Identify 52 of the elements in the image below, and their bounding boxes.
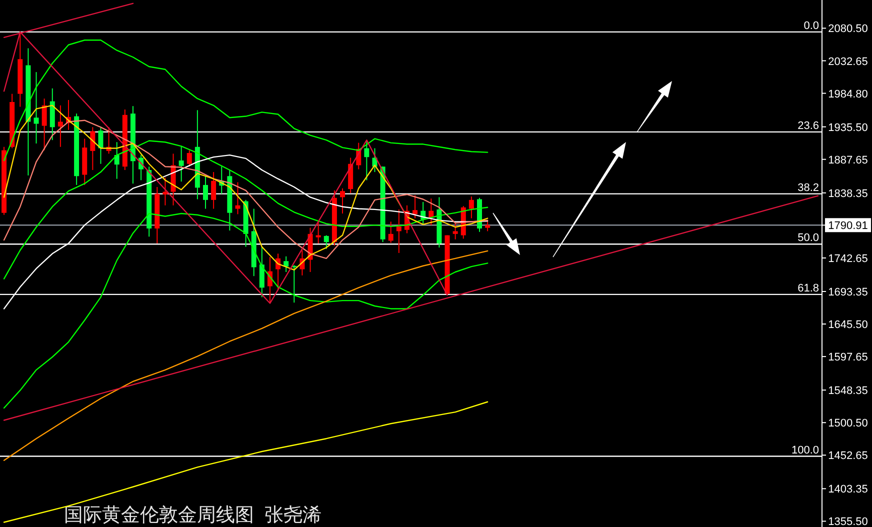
annotation: 50.0 <box>798 232 819 244</box>
candlestick <box>98 127 104 164</box>
y-tick-label: 1645.50 <box>828 319 868 332</box>
candlestick <box>324 234 329 250</box>
line-series <box>3 140 488 280</box>
y-tick-label: 2032.65 <box>828 56 868 68</box>
line-series <box>3 250 488 461</box>
y-tick-label: 1403.35 <box>828 484 868 496</box>
line-series <box>3 104 488 271</box>
candlestick <box>58 104 63 148</box>
y-tick-label: 1693.35 <box>828 286 868 298</box>
candlestick <box>186 150 192 168</box>
candlestick <box>114 142 120 180</box>
y-tick-label: 1597.65 <box>828 352 868 364</box>
candlestick <box>284 256 289 272</box>
y-tick-label: 1838.35 <box>828 188 868 200</box>
candlestick <box>485 220 490 232</box>
candlestick <box>412 194 418 219</box>
annotation: 61.8 <box>798 282 819 294</box>
candlestick <box>364 140 370 181</box>
y-tick-label: 1452.65 <box>828 450 868 462</box>
y-tick-label: 1790.91 <box>828 220 868 232</box>
annotation: 23.6 <box>798 120 819 132</box>
candlestick <box>211 172 216 210</box>
candlestick <box>42 98 47 151</box>
y-tick-label: 1500.50 <box>828 418 868 430</box>
y-tick-label: 1935.50 <box>828 122 868 134</box>
candlestick <box>396 208 402 254</box>
candlestick <box>90 126 96 170</box>
annotation: 0.0 <box>804 20 819 32</box>
y-tick-label: 1887.65 <box>828 154 868 166</box>
text: 国际黄金伦敦金周线图 张尧浠 <box>64 505 322 526</box>
candlestick <box>178 146 184 182</box>
y-tick-label: 1984.80 <box>828 88 868 100</box>
candlestick <box>34 72 39 144</box>
candlestick <box>388 221 394 244</box>
candlestick <box>162 176 168 206</box>
candlestick <box>468 196 474 219</box>
annotation: 100.0 <box>791 444 819 456</box>
annotation: 38.2 <box>798 182 819 194</box>
y-tick-label: 1742.65 <box>828 252 868 265</box>
y-tick-label: 1548.35 <box>828 385 868 398</box>
line-series <box>3 401 488 523</box>
y-tick-label: 1355.50 <box>828 516 868 527</box>
candlestick <box>259 246 264 298</box>
candlestick <box>452 222 458 240</box>
candlestick <box>316 220 321 244</box>
candlestick <box>235 182 240 215</box>
y-tick-label: 2080.50 <box>828 23 868 36</box>
line-series <box>3 212 488 409</box>
candlestick <box>340 188 345 214</box>
candlestick <box>203 174 208 210</box>
